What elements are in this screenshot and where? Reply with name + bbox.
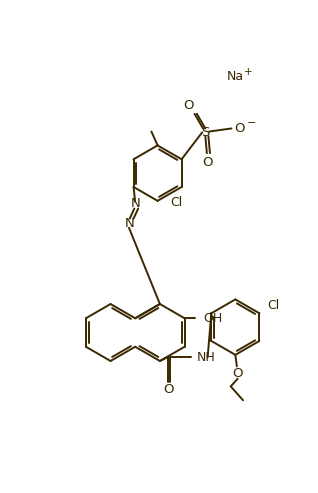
Text: N: N: [131, 197, 141, 211]
Text: O: O: [183, 99, 194, 112]
Text: +: +: [244, 67, 252, 77]
Text: O: O: [163, 383, 174, 396]
Text: O: O: [202, 156, 213, 169]
Text: −: −: [247, 118, 256, 128]
Text: OH: OH: [203, 312, 222, 325]
Text: O: O: [232, 367, 243, 380]
Text: NH: NH: [197, 351, 216, 364]
Text: N: N: [125, 217, 135, 230]
Text: Cl: Cl: [267, 299, 279, 312]
Text: Na: Na: [227, 70, 244, 83]
Text: O: O: [235, 122, 245, 135]
Text: S: S: [201, 126, 210, 139]
Text: Cl: Cl: [170, 196, 182, 209]
